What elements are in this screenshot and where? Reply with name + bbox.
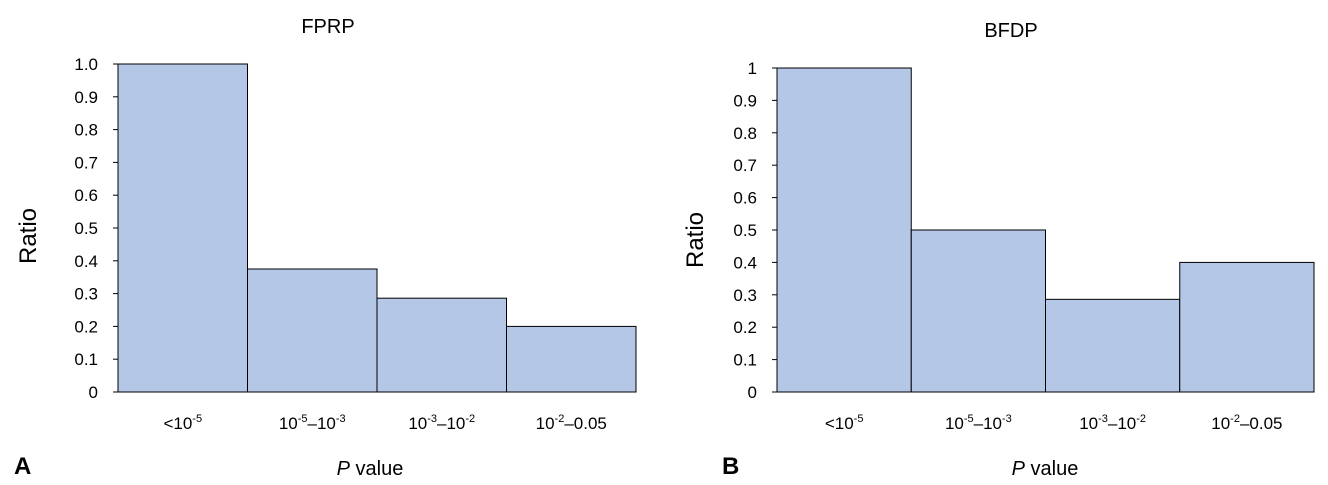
y-tick-label: 0: [748, 383, 757, 402]
x-tick-label: 10-5–10-3: [279, 413, 346, 433]
bar: [117, 63, 248, 393]
x-axis-label: P value: [1012, 458, 1079, 480]
chart-panel-b: BFDP 0 0.1 0.2 0.3 0.4 0.5 0.6 0.7 0.8 0.9 1 <10-5 10…: [682, 20, 1315, 480]
y-tick-label: 0: [89, 383, 98, 402]
chart-title: FPRP: [301, 16, 354, 38]
x-tick-label: 10-2–0.05: [1211, 413, 1282, 433]
y-tick-label: 0.2: [733, 318, 757, 337]
panel-label: A: [14, 453, 31, 480]
y-tick-label: 0.7: [733, 156, 757, 175]
y-tick-label: 0.9: [74, 88, 98, 107]
panel-label: B: [722, 453, 739, 480]
bar: [776, 67, 912, 393]
y-tick-label: 0.4: [733, 253, 757, 272]
y-tick-label: 0.2: [74, 317, 98, 336]
y-tick-label: 0.7: [74, 153, 98, 172]
x-tick-label: 10-3–10-2: [1079, 413, 1146, 433]
y-tick-label: 1.0: [74, 55, 98, 74]
y-tick-label: 0.6: [74, 186, 98, 205]
x-tick-label: 10-5–10-3: [945, 413, 1012, 433]
bar: [910, 229, 1046, 393]
y-tick-label: 0.1: [74, 350, 98, 369]
x-tick-label: 10-3–10-2: [408, 413, 475, 433]
bar: [1045, 298, 1181, 393]
y-tick-label: 0.1: [733, 351, 757, 370]
bar: [376, 297, 507, 393]
x-tick-label: <10-5: [163, 413, 202, 433]
x-tick-label: <10-5: [825, 413, 864, 433]
y-tick-label: 1: [748, 59, 757, 78]
y-tick-label: 0.3: [74, 285, 98, 304]
y-tick-label: 0.3: [733, 286, 757, 305]
y-tick-label: 0.8: [74, 121, 98, 140]
bar: [247, 268, 378, 393]
bar: [506, 325, 637, 393]
y-axis-label: Ratio: [682, 212, 709, 268]
y-tick-label: 0.9: [733, 91, 757, 110]
x-tick-label: 10-2–0.05: [536, 413, 607, 433]
y-tick-label: 0.5: [74, 219, 98, 238]
y-tick-label: 0.6: [733, 189, 757, 208]
y-tick-label: 0.8: [733, 124, 757, 143]
chart-title: BFDP: [984, 20, 1037, 42]
y-axis-label: Ratio: [15, 208, 42, 264]
y-tick-label: 0.5: [733, 221, 757, 240]
y-tick-label: 0.4: [74, 252, 98, 271]
x-axis-label: P value: [337, 458, 404, 480]
chart-panel-a: FPRP 0 0.1 0.2 0.3 0.4 0.5 0.6 0.7 0.8 0.9 1.0 <10-5…: [14, 16, 637, 480]
bar: [1179, 261, 1315, 393]
